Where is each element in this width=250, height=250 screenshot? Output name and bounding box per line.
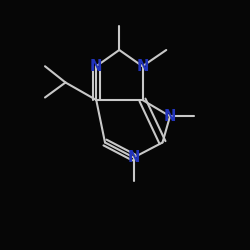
Text: N: N [136,59,149,74]
Text: N: N [164,109,176,124]
Text: N: N [128,150,140,165]
Text: N: N [90,59,102,74]
